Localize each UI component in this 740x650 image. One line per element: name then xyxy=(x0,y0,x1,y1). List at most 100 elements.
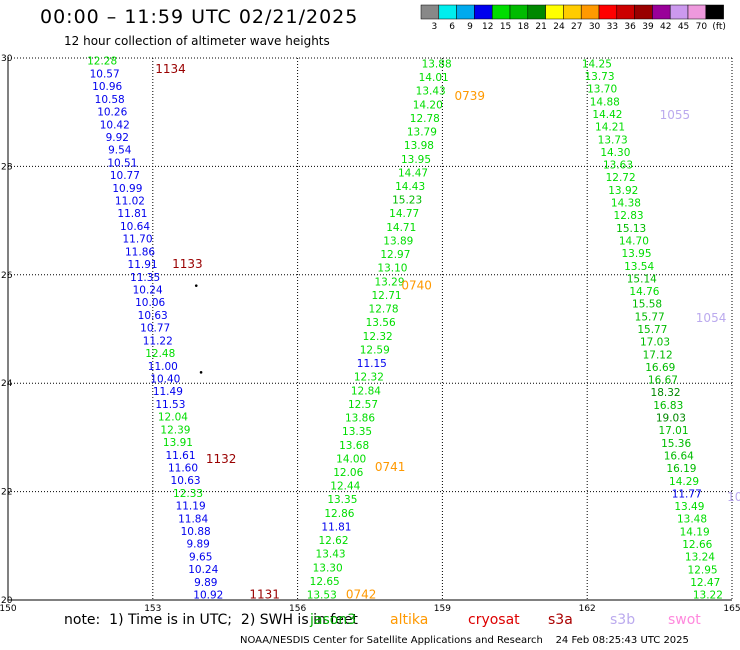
wave-height-value: 14.70 xyxy=(619,235,649,247)
wave-height-value: 11.53 xyxy=(155,399,185,411)
wave-height-value: 15.36 xyxy=(661,438,691,450)
plot-frame xyxy=(7,57,733,601)
legend-swatch xyxy=(456,4,475,20)
legend-sat-jason3: jason3 xyxy=(310,612,357,628)
legend-label: 70 xyxy=(696,22,708,32)
wave-height-value: 13.79 xyxy=(407,127,437,139)
wave-height-value: 11.86 xyxy=(125,246,155,258)
wave-height-value: 11.00 xyxy=(148,361,178,373)
pass-id-label: 0741 xyxy=(375,460,406,474)
pass-id-label: 1055 xyxy=(660,108,691,122)
wave-height-value: 11.15 xyxy=(357,358,387,370)
wave-height-value: 15.13 xyxy=(616,223,646,235)
wave-height-value: 12.32 xyxy=(354,372,384,384)
x-tick-label: 159 xyxy=(434,604,451,614)
wave-height-value: 14.00 xyxy=(336,453,366,465)
wave-height-value: 11.02 xyxy=(115,196,145,208)
x-tick-label: 156 xyxy=(289,604,306,614)
wave-height-value: 10.24 xyxy=(133,285,163,297)
wave-height-value: 12.04 xyxy=(158,412,188,424)
legend-label: 36 xyxy=(624,22,636,32)
wave-height-value: 14.38 xyxy=(611,198,641,210)
legend-label: 9 xyxy=(467,22,473,32)
wave-height-value: 12.86 xyxy=(324,508,354,520)
wave-height-value: 14.21 xyxy=(595,122,625,134)
wave-height-value: 13.10 xyxy=(377,263,407,275)
wave-height-value: 12.33 xyxy=(173,488,203,500)
legend-label: 12 xyxy=(482,22,493,32)
legend-label: 30 xyxy=(589,22,601,32)
chart-subtitle: 12 hour collection of altimeter wave hei… xyxy=(64,34,330,48)
wave-height-value: 16.67 xyxy=(648,375,678,387)
note-text: note: 1) Time is in UTC; 2) SWH is in fe… xyxy=(64,612,358,628)
wave-height-value: 14.19 xyxy=(680,526,710,538)
wave-height-value: 14.43 xyxy=(395,181,425,193)
wave-height-value: 15.77 xyxy=(635,311,665,323)
wave-height-value: 10.51 xyxy=(107,157,137,169)
x-tick-label: 150 xyxy=(0,604,17,614)
y-tick-label: 28 xyxy=(1,162,13,172)
wave-height-value: 13.43 xyxy=(316,549,346,561)
legend-sat-s3a: s3a xyxy=(548,612,573,628)
legend-sat-cryosat: cryosat xyxy=(468,612,520,628)
wave-height-value: 19.03 xyxy=(656,413,686,425)
legend-label: 45 xyxy=(678,22,689,32)
wave-height-value: 14.88 xyxy=(590,96,620,108)
legend-swatch xyxy=(563,4,582,20)
wave-height-value: 11.61 xyxy=(165,450,195,462)
wave-height-value: 10.26 xyxy=(97,107,127,119)
wave-height-value: 14.25 xyxy=(582,58,612,70)
wave-height-value: 12.47 xyxy=(690,577,720,589)
legend-sat-swot: swot xyxy=(668,612,701,628)
pass-labels: 1134 1133 1132 1131 0739 0740 0741 0742 1055 1054… xyxy=(155,62,740,602)
wave-height-value: 15.14 xyxy=(627,273,657,285)
wave-height-value: 10.58 xyxy=(95,94,125,106)
wave-height-value: 14.71 xyxy=(386,222,416,234)
wave-height-value: 14.29 xyxy=(669,476,699,488)
legend-swatch xyxy=(580,4,600,20)
wave-height-value: 13.91 xyxy=(163,437,193,449)
data-dot xyxy=(194,284,198,287)
y-tick-label: 24 xyxy=(1,379,13,389)
wave-height-value: 10.63 xyxy=(171,475,201,487)
wave-height-value: 13.68 xyxy=(339,440,369,452)
wave-height-value: 9.54 xyxy=(108,145,132,157)
y-tick-label: 30 xyxy=(1,54,13,64)
legend-swatch xyxy=(545,4,564,20)
wave-height-value: 9.89 xyxy=(186,539,209,551)
wave-height-value: 10.06 xyxy=(135,297,165,309)
pass-id-label: 1053 xyxy=(727,490,740,504)
wave-height-value: 12.83 xyxy=(614,210,644,222)
wave-height-value: 17.12 xyxy=(643,349,673,361)
legend-sat-s3b: s3b xyxy=(610,612,636,628)
legend-sat-altika: altika xyxy=(390,612,429,628)
legend-swatch xyxy=(616,4,635,20)
wave-height-value: 13.22 xyxy=(693,590,723,602)
footer-credit: NOAA/NESDIS Center for Satellite Applica… xyxy=(240,635,689,646)
wave-height-value: 13.35 xyxy=(342,426,372,438)
wave-height-value: 11.81 xyxy=(117,208,147,220)
legend-label: 18 xyxy=(518,22,530,32)
wave-height-value: 15.23 xyxy=(392,195,422,207)
wave-height-value: 10.99 xyxy=(112,183,142,195)
wave-height-value: 10.96 xyxy=(92,81,122,93)
wave-height-value: 13.43 xyxy=(416,86,446,98)
pass-id-label: 0739 xyxy=(454,89,485,103)
wave-height-value: 14.77 xyxy=(389,208,419,220)
y-tick-label: 20 xyxy=(1,596,13,606)
wave-height-value: 10.92 xyxy=(193,590,223,602)
wave-height-value: 9.65 xyxy=(189,551,212,563)
wave-height-value: 13.70 xyxy=(587,84,617,96)
wave-height-value: 13.95 xyxy=(621,248,651,260)
wave-height-value: 12.32 xyxy=(363,331,393,343)
wave-height-value: 13.98 xyxy=(404,140,434,152)
wave-height-value: 11.60 xyxy=(168,462,198,474)
wave-height-value: 17.03 xyxy=(640,337,670,349)
wave-height-value: 16.83 xyxy=(653,400,683,412)
chart-title: 00:00 – 11:59 UTC 02/21/2025 xyxy=(40,6,359,28)
wave-height-value: 12.97 xyxy=(380,249,410,261)
wave-height-value: 12.66 xyxy=(682,539,712,551)
wave-height-value: 12.44 xyxy=(330,481,360,493)
wave-height-value: 13.35 xyxy=(327,494,357,506)
